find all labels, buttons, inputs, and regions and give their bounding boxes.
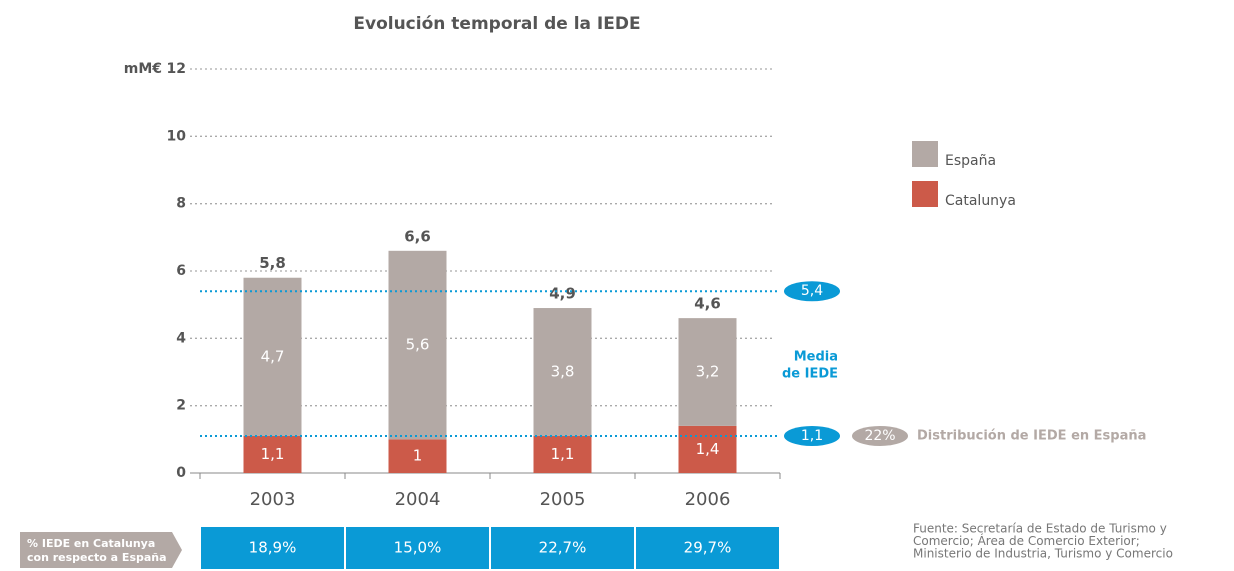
bar-segment — [243, 277, 302, 436]
share-label: con respecto a España — [27, 551, 167, 564]
distribution-text: Distribución de IEDE en España — [917, 428, 1146, 443]
share-value: 22,7% — [539, 539, 587, 557]
share-label-bg — [20, 532, 182, 568]
segment-label: 3,8 — [551, 363, 575, 381]
x-tick-label: 2006 — [685, 489, 731, 510]
bar-segment — [388, 439, 447, 473]
segment-label: 3,2 — [696, 363, 720, 381]
legend-label: España — [945, 153, 996, 169]
total-label: 4,9 — [549, 285, 576, 303]
segment-label: 5,6 — [406, 336, 430, 354]
distribution-badge — [852, 425, 908, 446]
distribution-label: 22% — [864, 428, 895, 444]
share-value: 15,0% — [394, 539, 442, 557]
total-label: 4,6 — [694, 295, 721, 313]
segment-label: 1,4 — [696, 440, 720, 458]
legend-swatch — [912, 141, 938, 167]
share-value: 18,9% — [249, 539, 297, 557]
share-cell — [346, 527, 489, 569]
chart-title: Evolución temporal de la IEDE — [353, 14, 640, 34]
segment-label: 1,1 — [261, 445, 285, 463]
bar-segment — [678, 425, 737, 473]
bar-segment — [533, 308, 592, 436]
y-axis-label: mM€ — [124, 61, 162, 77]
x-tick-label: 2003 — [250, 489, 296, 510]
y-tick-label: 8 — [176, 196, 186, 212]
source-line: Fuente: Secretaría de Estado de Turismo … — [913, 522, 1167, 536]
share-cell — [636, 527, 779, 569]
segment-label: 4,7 — [261, 347, 285, 365]
y-tick-label: 0 — [176, 465, 186, 481]
bar-segment — [678, 318, 737, 426]
y-tick-label: 12 — [167, 61, 186, 77]
y-tick-label: 6 — [176, 263, 186, 279]
reference-badge — [784, 425, 840, 446]
x-tick-label: 2004 — [395, 489, 441, 510]
share-value: 29,7% — [684, 539, 732, 557]
x-tick-label: 2005 — [540, 489, 586, 510]
bar-segment — [533, 435, 592, 473]
bar-segment — [243, 435, 302, 473]
y-tick-label: 10 — [167, 128, 187, 144]
source-line: Comercio; Área de Comercio Exterior; — [913, 533, 1140, 548]
reference-label: 1,1 — [801, 428, 823, 444]
share-label: % IEDE en Catalunya — [27, 537, 155, 550]
reference-title: de IEDE — [782, 367, 838, 382]
share-cell — [491, 527, 634, 569]
bar-segment — [388, 250, 447, 440]
total-label: 6,6 — [404, 227, 431, 245]
segment-label: 1,1 — [551, 445, 575, 463]
y-tick-label: 4 — [176, 330, 186, 346]
y-tick-label: 2 — [176, 398, 186, 414]
legend-label: Catalunya — [945, 193, 1016, 209]
total-label: 5,8 — [259, 254, 286, 272]
share-cell — [201, 527, 344, 569]
legend-swatch — [912, 181, 938, 207]
segment-label: 1 — [413, 447, 423, 465]
reference-title: Media — [794, 350, 838, 365]
reference-badge — [784, 281, 840, 302]
reference-label: 5,4 — [801, 283, 823, 299]
source-line: Ministerio de Industria, Turismo y Comer… — [913, 547, 1173, 561]
